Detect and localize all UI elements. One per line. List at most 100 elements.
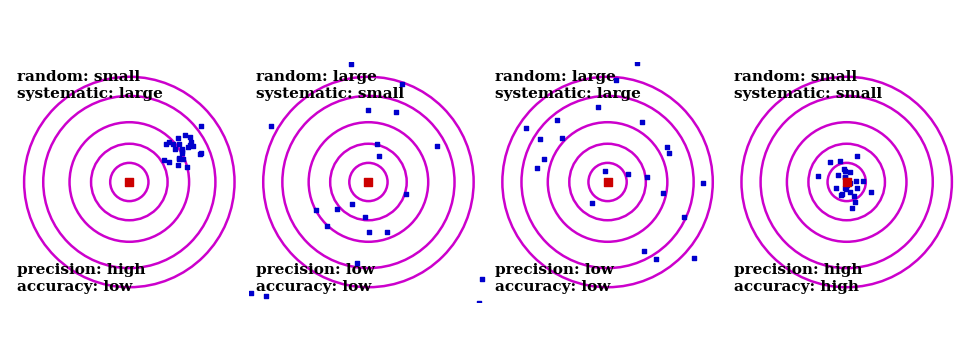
Point bbox=[597, 169, 613, 174]
Text: precision: high
accuracy: low: precision: high accuracy: low bbox=[17, 263, 145, 294]
Point bbox=[171, 135, 186, 141]
Point bbox=[172, 141, 187, 147]
Point bbox=[822, 159, 837, 165]
Point bbox=[829, 185, 844, 191]
Point bbox=[172, 157, 187, 162]
Point bbox=[428, 143, 444, 149]
Point bbox=[832, 158, 847, 164]
Point bbox=[837, 185, 853, 190]
Point bbox=[739, 171, 754, 177]
Point bbox=[849, 185, 865, 191]
Point bbox=[161, 139, 177, 145]
Point bbox=[166, 141, 182, 147]
Point bbox=[243, 290, 259, 296]
Point bbox=[182, 142, 197, 148]
Point bbox=[842, 189, 858, 195]
Point bbox=[471, 300, 487, 306]
Text: precision: low
accuracy: low: precision: low accuracy: low bbox=[256, 263, 375, 294]
Point bbox=[687, 28, 703, 34]
Point bbox=[178, 132, 193, 138]
Point bbox=[838, 186, 854, 192]
Text: random: small
systematic: small: random: small systematic: small bbox=[734, 70, 882, 101]
Point bbox=[349, 260, 365, 266]
Point bbox=[387, 109, 403, 115]
Point bbox=[676, 214, 692, 219]
Text: random: large
systematic: large: random: large systematic: large bbox=[495, 70, 641, 101]
Point bbox=[183, 134, 198, 140]
Point bbox=[161, 159, 177, 165]
Point bbox=[171, 162, 186, 168]
Point bbox=[848, 178, 864, 184]
Point bbox=[345, 201, 360, 207]
Point bbox=[180, 164, 195, 170]
Point bbox=[598, 31, 614, 37]
Point bbox=[518, 125, 534, 131]
Point bbox=[264, 123, 279, 128]
Point bbox=[836, 166, 852, 172]
Point bbox=[810, 173, 826, 179]
Point bbox=[695, 180, 711, 186]
Point bbox=[655, 190, 671, 196]
Point bbox=[344, 61, 359, 67]
Point bbox=[659, 144, 674, 150]
Point bbox=[839, 182, 855, 188]
Point bbox=[836, 174, 852, 180]
Point bbox=[394, 81, 410, 87]
Point bbox=[369, 141, 385, 147]
Point bbox=[121, 179, 137, 185]
Point bbox=[842, 169, 858, 175]
Point bbox=[839, 179, 855, 185]
Point bbox=[175, 155, 190, 161]
Point bbox=[174, 146, 189, 152]
Point bbox=[536, 156, 551, 162]
Point bbox=[849, 153, 865, 158]
Point bbox=[371, 154, 386, 159]
Point bbox=[837, 174, 853, 180]
Point bbox=[636, 248, 652, 254]
Point bbox=[549, 117, 564, 123]
Point bbox=[639, 174, 655, 180]
Point bbox=[335, 29, 350, 35]
Point bbox=[837, 168, 853, 174]
Point bbox=[846, 193, 862, 199]
Point bbox=[620, 171, 635, 177]
Point bbox=[156, 158, 172, 163]
Point bbox=[590, 104, 606, 110]
Point bbox=[686, 255, 702, 261]
Point bbox=[363, 332, 379, 338]
Point bbox=[844, 205, 860, 210]
Point bbox=[831, 173, 846, 178]
Point bbox=[360, 107, 376, 113]
Point bbox=[193, 123, 209, 129]
Point bbox=[648, 256, 664, 262]
Point bbox=[473, 276, 489, 282]
Point bbox=[847, 199, 863, 205]
Point bbox=[401, 317, 417, 323]
Point bbox=[172, 155, 187, 161]
Point bbox=[553, 135, 569, 141]
Point bbox=[361, 229, 377, 235]
Point bbox=[379, 229, 394, 235]
Point bbox=[629, 60, 644, 66]
Point bbox=[530, 165, 546, 171]
Text: random: large
systematic: small: random: large systematic: small bbox=[256, 70, 404, 101]
Point bbox=[319, 223, 335, 229]
Point bbox=[357, 214, 373, 220]
Point bbox=[584, 200, 599, 206]
Point bbox=[330, 206, 346, 212]
Point bbox=[167, 146, 183, 152]
Point bbox=[184, 143, 200, 149]
Text: precision: high
accuracy: high: precision: high accuracy: high bbox=[734, 263, 863, 294]
Point bbox=[599, 179, 615, 185]
Point bbox=[307, 207, 323, 213]
Point bbox=[193, 150, 209, 155]
Text: precision: low
accuracy: low: precision: low accuracy: low bbox=[495, 263, 614, 294]
Point bbox=[174, 150, 189, 155]
Point bbox=[608, 77, 624, 83]
Point bbox=[180, 145, 195, 150]
Point bbox=[361, 179, 377, 185]
Point bbox=[634, 119, 650, 124]
Point bbox=[855, 178, 871, 183]
Point bbox=[497, 161, 512, 167]
Point bbox=[864, 189, 879, 195]
